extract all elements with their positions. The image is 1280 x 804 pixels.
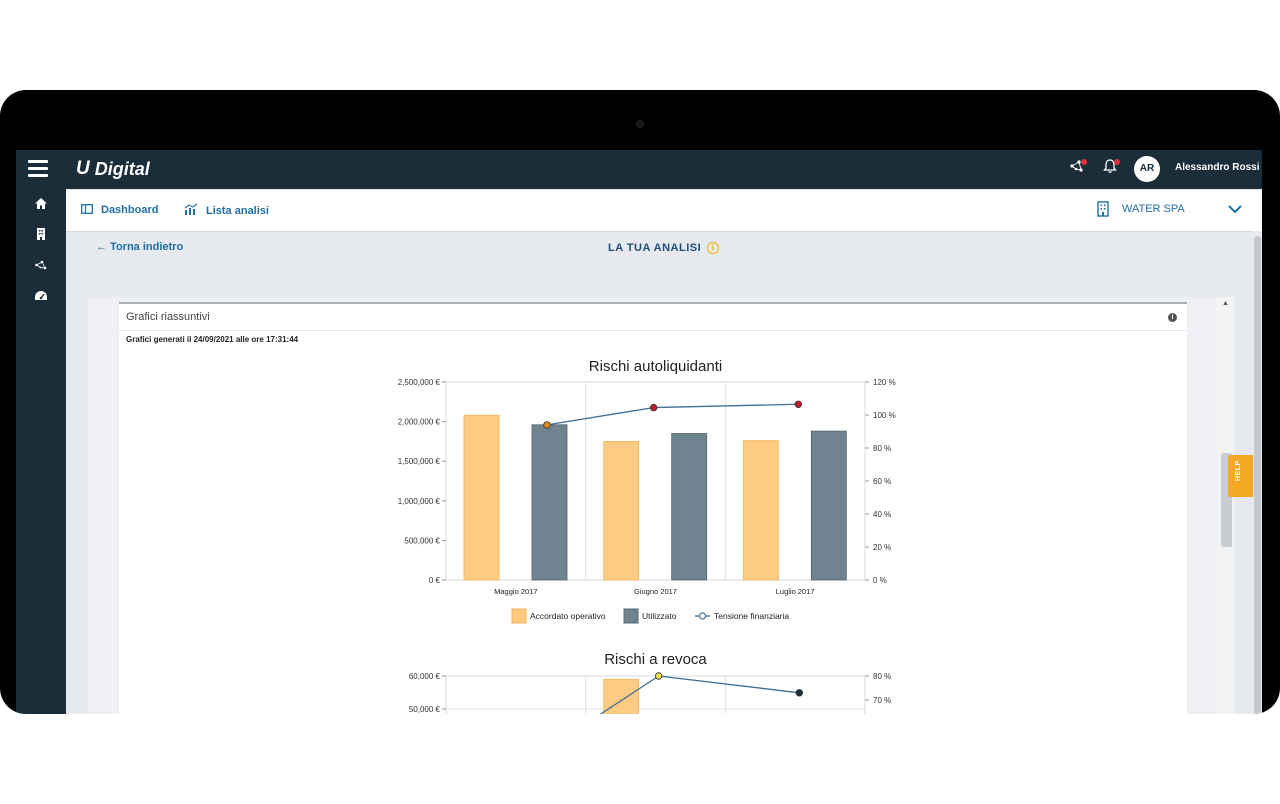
network-icon[interactable]	[1066, 158, 1088, 180]
gauge-icon[interactable]	[30, 287, 52, 307]
scroll-up-arrow[interactable]: ▲	[1222, 300, 1229, 307]
chevron-down-icon[interactable]	[1226, 200, 1244, 218]
camera	[636, 120, 644, 128]
x-tick-label: Giugno 2017	[634, 587, 677, 596]
sub-navigation: Dashboard Lista analisi WATER SPA	[66, 190, 1262, 232]
bell-icon[interactable]	[1099, 158, 1121, 180]
y-tick-label: 2,500,000 €	[398, 378, 441, 387]
y-tick-label: 500,000 €	[404, 536, 440, 545]
bar	[671, 433, 708, 581]
analysis-list-link[interactable]: Lista analisi	[184, 203, 269, 218]
user-name[interactable]: Alessandro Rossi	[1175, 162, 1260, 173]
bar	[531, 424, 568, 581]
bar	[603, 440, 640, 581]
line-point	[649, 403, 658, 412]
legend-marker	[698, 612, 707, 620]
summary-charts-card: Grafici riassuntivi i Grafici generati i…	[119, 302, 1187, 714]
legend-label: Utilizzato	[642, 611, 677, 621]
chart-icon	[184, 203, 198, 218]
sidebar	[16, 189, 66, 714]
y2-tick-label: 40 %	[873, 510, 891, 519]
help-label: HELP	[1235, 460, 1242, 481]
network-notification-dot	[1081, 159, 1087, 165]
legend-label: Tensione finanziaria	[714, 611, 789, 621]
y2-tick-label: 100 %	[873, 411, 896, 420]
back-link[interactable]: ← Torna indietro	[96, 241, 184, 253]
y2-tick-label: 20 %	[873, 543, 891, 552]
y2-tick-label: 70 %	[873, 696, 891, 705]
logo-mark: U	[76, 158, 90, 179]
y2-tick-label: 120 %	[873, 378, 896, 387]
inner-scrollbar-thumb[interactable]	[1221, 453, 1232, 547]
y2-tick-label: 80 %	[873, 444, 891, 453]
network-icon[interactable]	[30, 256, 52, 276]
legend-swatch	[511, 608, 527, 624]
building-icon	[1096, 201, 1110, 217]
y-tick-label: 1,000,000 €	[398, 497, 441, 506]
avatar[interactable]: AR	[1134, 156, 1160, 182]
legend-swatch	[623, 608, 639, 624]
bar	[742, 440, 779, 581]
y2-tick-label: 80 %	[873, 672, 891, 681]
chart-title: Rischi a revoca	[604, 651, 707, 668]
y2-tick-label: 0 %	[873, 576, 887, 585]
chart-title: Rischi autoliquidanti	[589, 358, 722, 375]
dashboard-label: Dashboard	[101, 204, 159, 216]
y-tick-label: 50,000 €	[409, 705, 441, 714]
line-point	[654, 672, 663, 680]
generated-timestamp: Grafici generati il 24/09/2021 alle ore …	[126, 335, 299, 344]
y-tick-label: 60,000 €	[409, 672, 441, 681]
dashboard-link[interactable]: Dashboard	[81, 203, 158, 217]
info-icon[interactable]: i	[707, 242, 720, 254]
plot-border	[445, 381, 866, 581]
line-point	[543, 421, 551, 429]
y-tick-label: 2,000,000 €	[398, 418, 441, 427]
charts-canvas: Rischi autoliquidanti 2,500,000 € 2,000,00…	[398, 358, 896, 714]
building-icon[interactable]	[30, 226, 52, 246]
company-name: WATER SPA	[1122, 203, 1185, 215]
legend-label: Accordato operativo	[530, 611, 606, 621]
card-title: Grafici riassuntivi	[126, 311, 210, 323]
analysis-list-label: Lista analisi	[206, 204, 269, 217]
y2-tick-label: 60 %	[873, 477, 891, 486]
line-point	[794, 400, 803, 408]
tension-line	[546, 403, 799, 426]
hamburger-icon[interactable]	[28, 160, 48, 178]
y-tick-label: 0 €	[429, 576, 441, 585]
logo-text: Digital	[94, 158, 150, 179]
help-tab[interactable]: HELP	[1228, 455, 1253, 497]
company-selector[interactable]: WATER SPA	[1096, 201, 1185, 217]
y-tick-label: 1,500,000 €	[398, 457, 441, 466]
bar	[810, 430, 847, 581]
home-icon[interactable]	[30, 195, 52, 215]
dashboard-icon	[81, 203, 93, 217]
device-frame: U Digital AR Alessandro Rossi	[0, 90, 1280, 714]
info-icon[interactable]: i	[1168, 313, 1177, 322]
page-title: LA TUA ANALISI i	[608, 242, 720, 254]
screen: U Digital AR Alessandro Rossi	[16, 150, 1262, 714]
page-scrollbar-thumb[interactable]	[1254, 236, 1261, 714]
x-tick-label: Maggio 2017	[494, 587, 537, 596]
bell-notification-dot	[1114, 159, 1120, 165]
logo[interactable]: U Digital	[76, 157, 150, 181]
bar	[463, 414, 500, 581]
page-title-text: LA TUA ANALISI	[608, 242, 702, 254]
x-tick-label: Luglio 2017	[776, 587, 815, 596]
line-point	[795, 689, 804, 697]
card-header: Grafici riassuntivi i	[119, 304, 1187, 331]
top-bar: U Digital AR Alessandro Rossi	[16, 150, 1262, 189]
